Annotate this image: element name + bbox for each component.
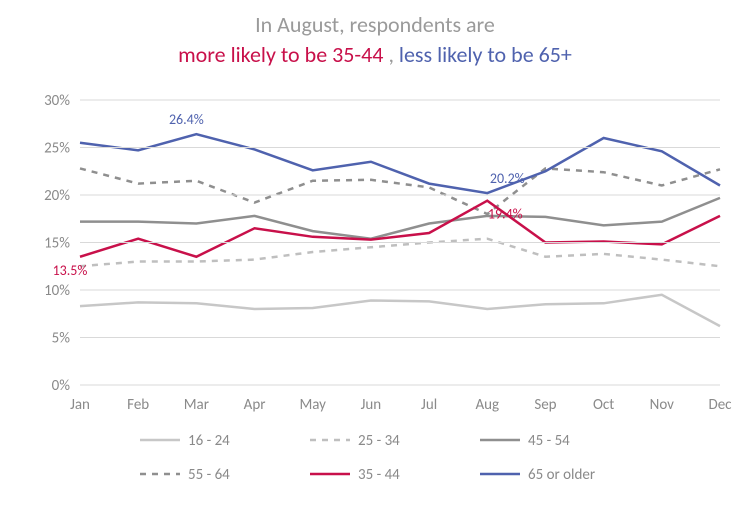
legend-label: 16 - 24 bbox=[188, 432, 230, 450]
x-tick-label: Sep bbox=[534, 396, 556, 414]
x-tick-label: May bbox=[299, 396, 326, 414]
series-age-16-24 bbox=[80, 295, 720, 326]
data-label: 13.5% bbox=[53, 262, 88, 279]
x-tick-label: Apr bbox=[244, 396, 266, 414]
data-label: 19.4% bbox=[488, 206, 523, 223]
series-age-35-44 bbox=[80, 201, 720, 257]
series-age-45-54 bbox=[80, 198, 720, 239]
x-tick-label: Jul bbox=[421, 396, 437, 414]
y-tick-label: 5% bbox=[52, 330, 71, 348]
legend-label: 35 - 44 bbox=[358, 466, 400, 484]
legend-label: 25 - 34 bbox=[358, 432, 400, 450]
x-tick-label: Oct bbox=[593, 396, 614, 414]
series-age-55-64 bbox=[80, 168, 720, 214]
x-tick-label: Nov bbox=[650, 396, 675, 414]
y-tick-label: 25% bbox=[44, 140, 70, 158]
x-tick-label: Jan bbox=[70, 396, 90, 414]
x-tick-label: Jun bbox=[361, 396, 382, 414]
y-tick-label: 0% bbox=[52, 377, 71, 395]
line-chart: 0% 5% 10% 15% 20% 25% 30% Jan Feb Mar Apr May Jun Jul… bbox=[0, 0, 750, 516]
x-tick-label: Dec bbox=[708, 396, 732, 414]
series-age-65-plus bbox=[80, 134, 720, 193]
y-tick-label: 15% bbox=[44, 235, 70, 253]
data-label: 26.4% bbox=[169, 111, 204, 128]
legend-label: 45 - 54 bbox=[528, 432, 570, 450]
x-tick-label: Mar bbox=[184, 396, 209, 414]
legend-label: 55 - 64 bbox=[188, 466, 230, 484]
x-tick-label: Feb bbox=[127, 396, 149, 414]
x-tick-label: Aug bbox=[475, 396, 499, 414]
y-tick-label: 20% bbox=[44, 187, 70, 205]
y-tick-label: 10% bbox=[44, 282, 70, 300]
legend-label: 65 or older bbox=[528, 466, 595, 484]
y-tick-label: 30% bbox=[44, 92, 70, 110]
data-label: 20.2% bbox=[490, 170, 525, 187]
